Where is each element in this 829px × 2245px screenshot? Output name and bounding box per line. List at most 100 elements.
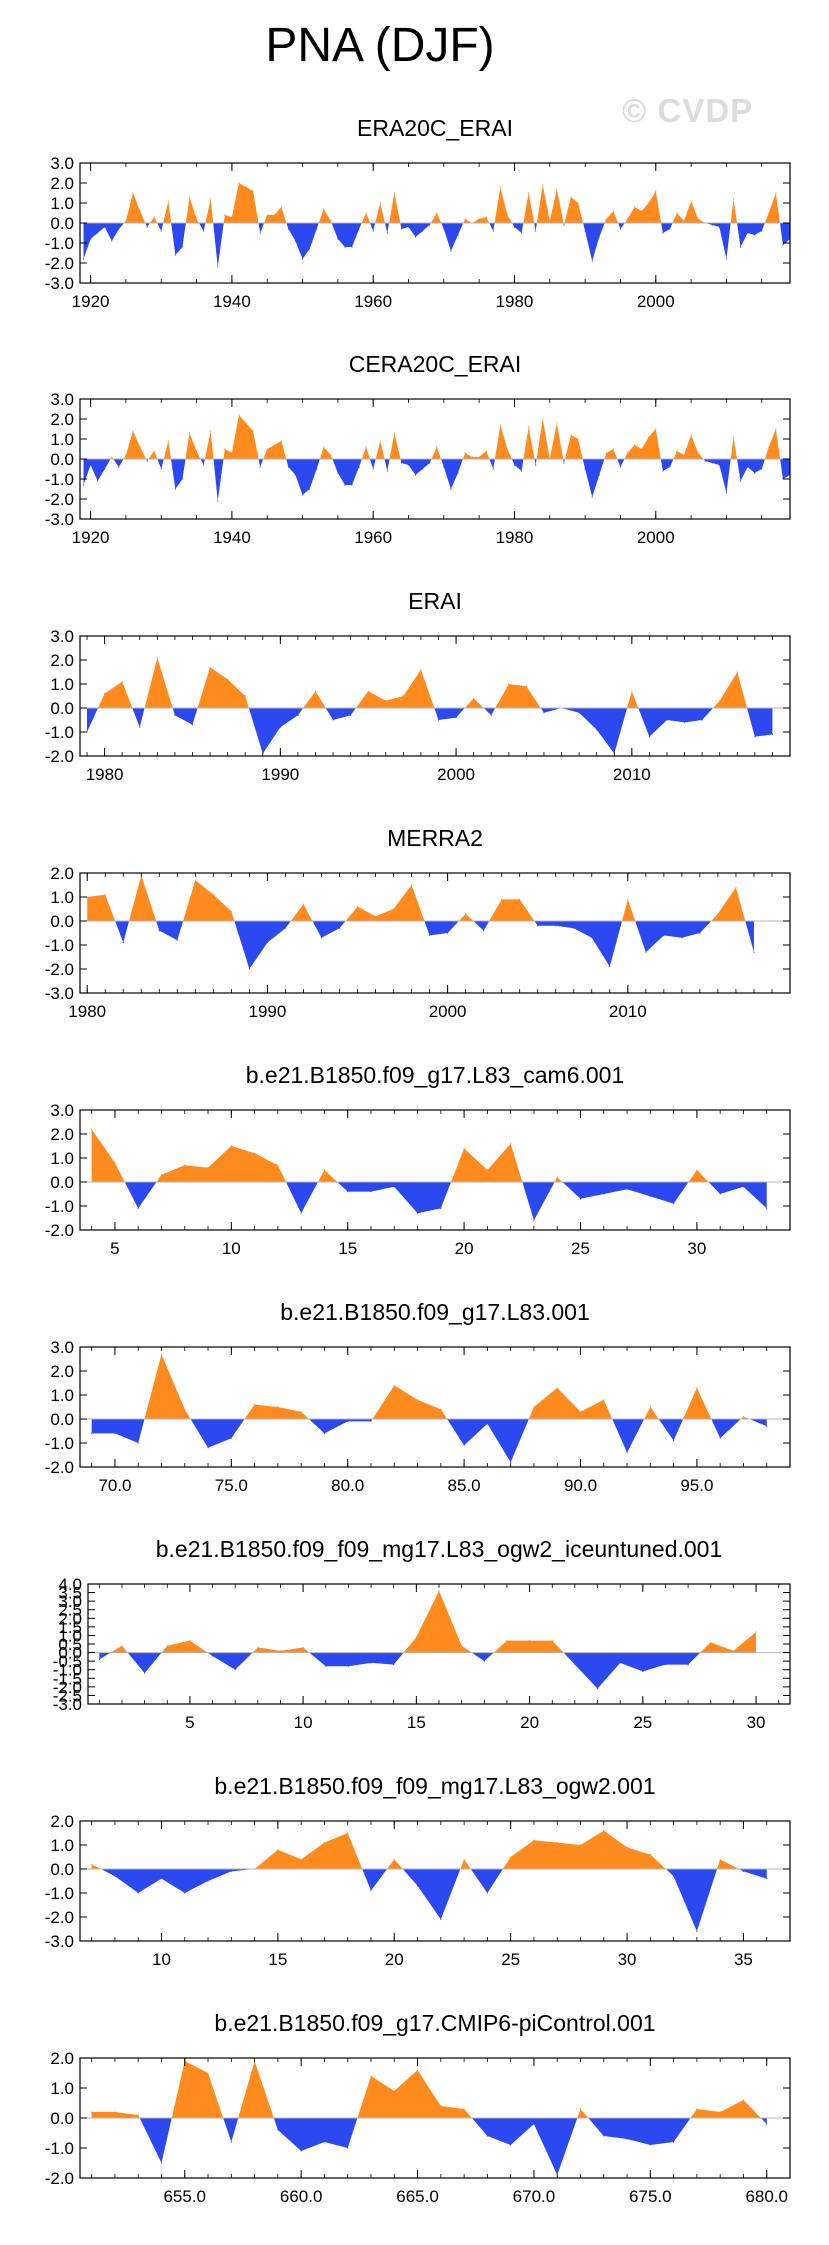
data-point [402,695,404,697]
data-point [393,1858,395,1860]
data-point [747,232,749,234]
data-point [642,1670,644,1673]
x-tick-label: 5 [185,1713,194,1732]
data-point [696,1169,698,1171]
data-point [710,1641,712,1643]
data-point [160,230,162,232]
y-tick-label: -2.5 [53,1686,82,1705]
data-point [533,1406,535,1408]
data-point [209,666,211,668]
data-point [121,1645,123,1647]
data-point [393,1663,395,1666]
y-tick-label: 0.0 [50,1860,74,1879]
data-point [649,2144,651,2146]
data-point [478,218,480,220]
x-tick-label: 30 [687,1239,706,1258]
data-point [609,966,611,968]
data-point [280,206,282,208]
data-point [253,1152,256,1154]
data-point [492,230,494,232]
data-point [711,224,713,226]
data-point [385,700,387,702]
data-point [490,714,492,716]
negative-area [87,921,754,969]
chart-panel-3: ERAI 3.0 2.0 1.0 0.0 -1.0 -2.0 1980 1990 2000 2010 [45,588,791,784]
y-tick-label: 2.5 [58,1601,82,1620]
data-point [217,266,219,268]
data-point [125,220,127,222]
data-point [732,436,735,438]
data-point [302,903,305,905]
data-point [736,671,738,673]
data-point [407,226,410,228]
y-tick-label: -2.0 [45,2169,74,2188]
x-tick-label: 2010 [613,765,651,784]
data-point [755,1631,757,1633]
data-point [598,236,600,238]
plot-frame [79,872,791,994]
data-point [184,1164,186,1166]
x-tick-label: 1960 [354,528,392,547]
data-point [266,448,268,450]
data-point [160,1878,163,1880]
data-point [82,484,85,486]
data-point [719,1858,721,1860]
data-point [332,719,334,721]
data-point [717,913,719,915]
data-point [277,1164,279,1166]
data-point [416,1885,419,1887]
data-point [370,2075,372,2077]
data-point [463,1147,465,1149]
y-tick-label: -1.0 [45,1434,74,1453]
data-point [438,1590,440,1592]
data-point [217,500,219,502]
x-tick-label: 95.0 [680,1476,713,1495]
data-point [626,1846,628,1848]
y-tick-label: -1.0 [53,1661,82,1680]
data-point [663,934,665,937]
data-point [365,212,367,214]
y-tick-label: 3.0 [50,627,74,646]
data-point [191,724,194,726]
data-point [655,190,657,192]
data-point [465,913,467,915]
data-point [245,186,247,188]
data-point [669,228,671,230]
data-point [437,719,440,721]
data-point [350,714,352,716]
data-point [533,1219,535,1221]
data-point [612,448,614,450]
positive-area [83,183,790,223]
data-point [719,2111,721,2113]
data-point [666,719,668,721]
panel-title: CERA20C_ERAI [349,351,522,377]
data-point [673,1440,675,1442]
positive-area [91,2061,767,2118]
positive-area [83,415,790,459]
y-tick-label: -2.0 [45,960,74,979]
data-point [414,236,417,238]
data-point [556,422,558,424]
y-tick-label: 2.0 [50,410,74,429]
data-point [231,216,233,218]
data-point [224,448,226,450]
data-point [203,464,205,466]
positive-area [91,1129,767,1182]
data-point [300,2150,302,2152]
y-tick-label: 2.0 [50,651,74,670]
data-point [697,452,699,454]
x-tick-label: 20 [455,1239,474,1258]
data-point [742,1416,745,1418]
y-tick-label: -0.5 [53,1652,82,1671]
data-point [316,468,318,470]
data-point [330,220,332,222]
y-tick-label: 1.0 [50,2079,74,2098]
data-point [393,2090,395,2092]
data-point [300,1411,302,1413]
data-point [768,446,770,448]
data-point [277,1849,279,1851]
data-point [747,466,749,468]
x-tick-label: 10 [152,1950,171,1969]
chart-panel-8: b.e21.B1850.f09_f09_mg17.L83_ogw2.001 2.0… [45,1773,791,1969]
y-tick-label: 2.0 [50,1125,74,1144]
